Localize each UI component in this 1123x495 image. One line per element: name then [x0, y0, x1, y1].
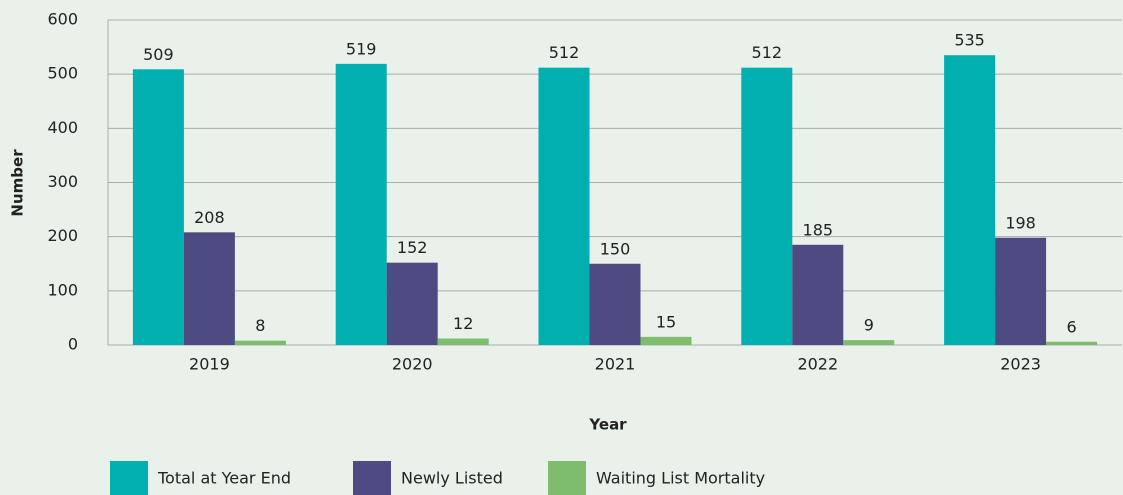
bar [995, 237, 1047, 345]
bar [843, 340, 895, 345]
legend-label: Total at Year End [157, 469, 291, 488]
bar [538, 67, 590, 346]
x-tick-label: 2020 [392, 355, 433, 374]
bar [335, 63, 387, 345]
data-label: 535 [954, 31, 985, 50]
bar [234, 340, 286, 345]
bar [437, 338, 489, 345]
bar [792, 244, 844, 345]
data-label: 208 [194, 208, 225, 227]
bar [741, 67, 793, 346]
data-label: 8 [255, 316, 265, 335]
x-axis-title: Year [588, 416, 627, 434]
y-tick-label: 300 [47, 172, 78, 191]
data-label: 185 [803, 220, 834, 239]
data-label: 9 [864, 316, 874, 335]
y-tick-label: 0 [68, 335, 78, 354]
y-tick-label: 100 [47, 280, 78, 299]
y-tick-label: 600 [47, 10, 78, 29]
data-label: 150 [600, 239, 631, 258]
data-label: 12 [453, 314, 473, 333]
x-tick-label: 2022 [797, 355, 838, 374]
data-label: 512 [549, 43, 580, 62]
bar [1046, 341, 1098, 345]
y-tick-label: 200 [47, 226, 78, 245]
legend-label: Waiting List Mortality [596, 469, 765, 488]
data-label: 6 [1067, 317, 1077, 336]
bar [386, 262, 438, 345]
y-tick-label: 500 [47, 64, 78, 83]
bar [640, 336, 692, 345]
legend-label: Newly Listed [401, 469, 503, 488]
data-label: 15 [656, 312, 676, 331]
x-tick-label: 2023 [1000, 355, 1041, 374]
bar [589, 263, 641, 345]
x-tick-label: 2021 [595, 355, 636, 374]
data-label: 512 [752, 43, 783, 62]
bar [183, 232, 235, 345]
bar [132, 69, 184, 346]
legend-swatch [548, 461, 586, 495]
y-axis-title: Number [9, 149, 27, 217]
data-label: 198 [1005, 213, 1036, 232]
data-label: 509 [143, 45, 174, 64]
legend-swatch [353, 461, 391, 495]
bar [944, 55, 996, 345]
x-tick-label: 2019 [189, 355, 230, 374]
data-label: 519 [346, 39, 377, 58]
data-label: 152 [397, 238, 428, 257]
legend-swatch [110, 461, 148, 495]
y-tick-label: 400 [47, 118, 78, 137]
